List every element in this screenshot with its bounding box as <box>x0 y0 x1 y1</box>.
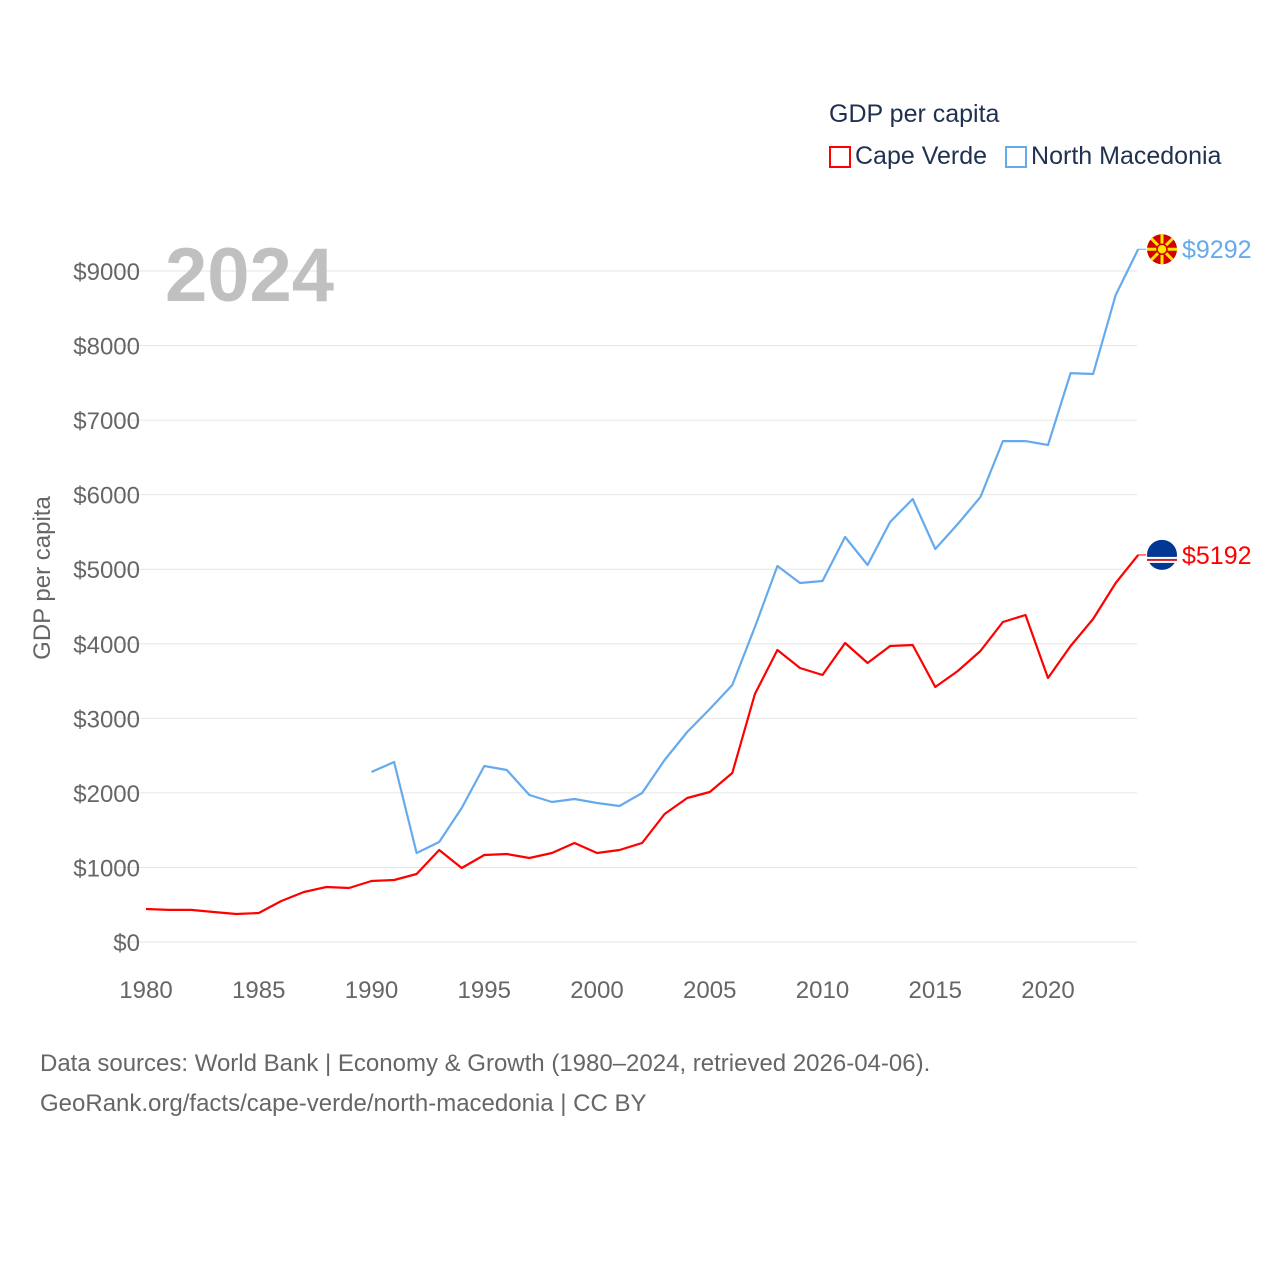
legend-title: GDP per capita <box>829 100 1000 128</box>
y-axis-label: GDP per capita <box>29 496 56 660</box>
series-line-north-macedonia <box>371 248 1140 855</box>
flag-stripe <box>1147 558 1177 561</box>
y-tick-label: $9000 <box>73 259 140 286</box>
y-tick-label: $8000 <box>73 334 140 361</box>
legend-label: North Macedonia <box>1031 142 1222 170</box>
y-tick-label: $5000 <box>73 557 140 584</box>
y-tick-label: $0 <box>113 930 140 957</box>
y-tick-label: $7000 <box>73 408 140 435</box>
y-tick-label: $4000 <box>73 632 140 659</box>
x-tick-label: 2020 <box>1021 977 1074 1004</box>
y-tick-label: $6000 <box>73 483 140 510</box>
end-value-label: $5192 <box>1182 542 1252 570</box>
legend-swatch-north-macedonia <box>1005 145 1028 168</box>
x-tick-label: 1985 <box>232 977 285 1004</box>
x-tick-label: 2010 <box>796 977 849 1004</box>
footer: Data sources: World Bank | Economy & Gro… <box>40 1044 930 1124</box>
x-tick-label: 2005 <box>683 977 736 1004</box>
legend-item-cape-verde[interactable]: Cape Verde <box>829 142 987 171</box>
series-line-cape-verde <box>145 554 1140 916</box>
y-tick-label: $3000 <box>73 706 140 733</box>
y-tick-label: $2000 <box>73 781 140 808</box>
end-value-label: $9292 <box>1182 236 1252 264</box>
y-tick-label: $1000 <box>73 855 140 882</box>
legend: Cape Verde North Macedonia <box>829 142 1221 171</box>
x-tick-label: 2000 <box>570 977 623 1004</box>
x-tick-label: 2015 <box>909 977 962 1004</box>
legend-label: Cape Verde <box>855 142 988 170</box>
legend-swatch-cape-verde <box>829 145 851 168</box>
x-tick-label: 1990 <box>345 977 398 1004</box>
year-watermark: 2024 <box>165 233 334 318</box>
legend-item-north-macedonia[interactable]: North Macedonia <box>1005 142 1221 171</box>
cape-verde-flag-icon <box>1147 539 1177 570</box>
source-note: Data sources: World Bank | Economy & Gro… <box>40 1050 931 1077</box>
x-tick-label: 1980 <box>119 977 172 1004</box>
flag-sun <box>1156 243 1168 255</box>
attribution-link[interactable]: GeoRank.org/facts/cape-verde/north-maced… <box>40 1090 647 1117</box>
x-tick-label: 1995 <box>458 977 511 1004</box>
